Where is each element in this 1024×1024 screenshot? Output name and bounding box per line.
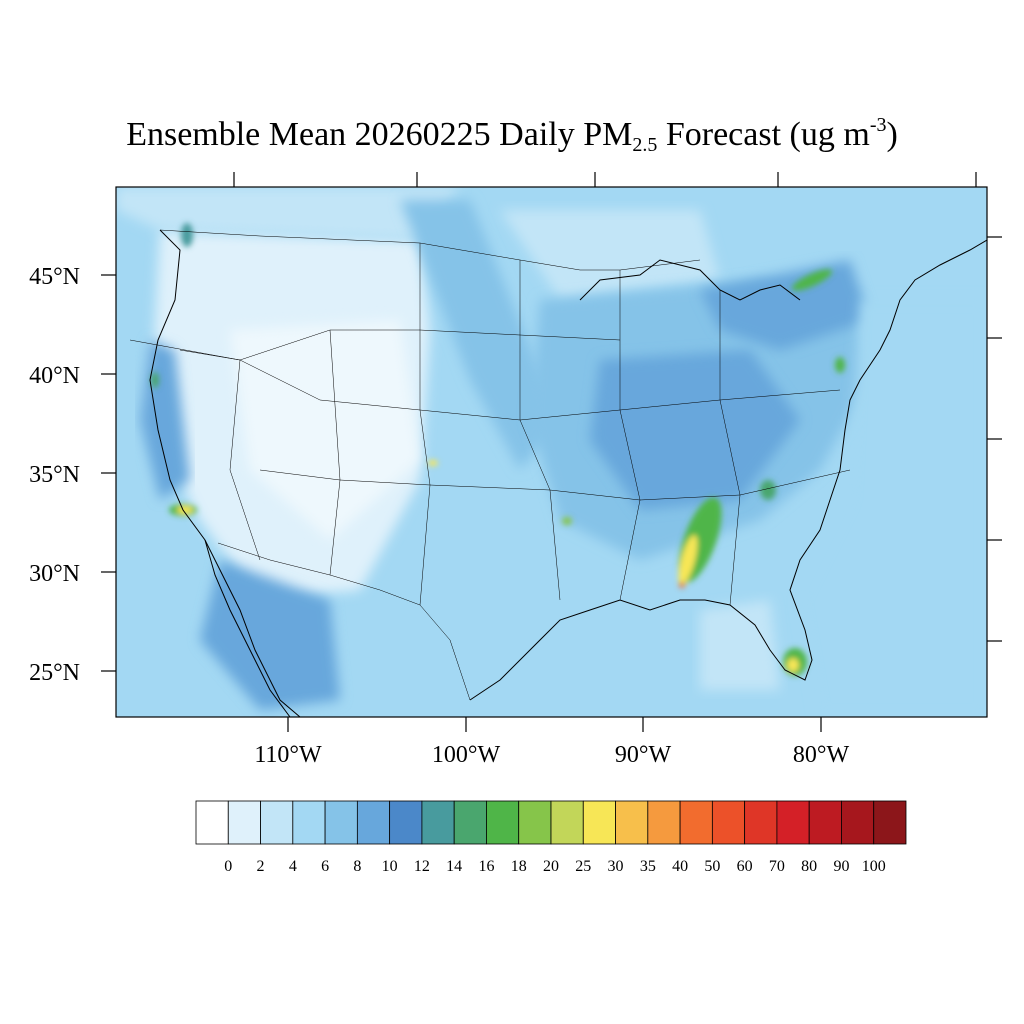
lat-label-30n: 30°N: [29, 561, 80, 587]
colorbar-swatch: [292, 800, 326, 845]
colorbar-swatch: [518, 800, 552, 845]
hotspot-carolina: [760, 480, 776, 500]
colorbar-swatch: [260, 800, 294, 845]
state-line-plains: [419, 243, 431, 606]
hotspots: [151, 223, 845, 676]
colorbar-label: 8: [353, 858, 361, 875]
title-middle: Forecast (ug m: [657, 116, 870, 153]
colorbar-swatch: [421, 800, 455, 845]
colorbar-label: 100: [862, 858, 886, 875]
canada-west-field: [116, 187, 460, 240]
colorbar-swatch: [389, 800, 423, 845]
hotspot-quebec: [791, 269, 833, 291]
state-line-nevada: [229, 359, 261, 561]
lat-label-25n: 25°N: [29, 660, 80, 686]
colorbar: 0 2 4 6 8 10 12 14 16 18 20 25 30 35 40 50 60 70 80 90 100: [195, 800, 907, 875]
hotspot-puget-sound: [181, 223, 193, 247]
colorbar-swatch: [679, 800, 713, 845]
colorbar-swatch: [615, 800, 649, 845]
colorbar-swatch: [227, 800, 261, 845]
plot-title: Ensemble Mean 20260225 Daily PM2.5 Forec…: [0, 112, 1024, 158]
lat-label-45n: 45°N: [29, 264, 80, 290]
colorbar-label: 6: [321, 858, 329, 875]
colorbar-label: 4: [289, 858, 297, 875]
colorbar-label: 90: [833, 858, 849, 875]
concentration-field: [116, 187, 987, 717]
hotspot-la-inner: [177, 506, 193, 514]
colorbar-swatch: [582, 800, 616, 845]
lon-label-110w: 110°W: [254, 742, 322, 768]
map-frame: [115, 186, 988, 718]
hotspot-alabama-inner: [678, 534, 698, 586]
lat-label-35n: 35°N: [29, 462, 80, 488]
hotspot-alabama-peak: [679, 582, 685, 588]
hotspot-new-york: [835, 357, 845, 373]
colorbar-swatch: [356, 800, 391, 845]
colorbar-swatch: [776, 800, 810, 845]
colorbar-label: 2: [257, 858, 265, 875]
colorbar-swatch: [195, 800, 229, 845]
state-line-mississippi: [619, 270, 641, 601]
state-line-midwest: [519, 260, 561, 601]
ohio-valley-region: [590, 350, 800, 510]
gulf-light-patch: [700, 600, 780, 690]
colorbar-label: 0: [224, 858, 232, 875]
colorbar-label: 70: [769, 858, 785, 875]
hotspot-florida-inner: [787, 658, 799, 672]
north-plains-light: [500, 210, 720, 300]
state-line-mountain: [329, 329, 341, 576]
colorbar-swatch: [453, 800, 487, 845]
colorbar-label: 14: [446, 858, 462, 875]
us-mexico-border: [217, 542, 471, 701]
colorbar-swatch: [873, 800, 907, 845]
colorbar-swatch: [808, 800, 842, 845]
colorbar-label: 30: [608, 858, 624, 875]
west-coast-line: [149, 229, 301, 717]
title-prefix: Ensemble Mean 20260225 Daily PM: [126, 116, 633, 153]
longitude-labels: 110°W 100°W 90°W 80°W: [254, 742, 849, 768]
lon-label-80w: 80°W: [793, 742, 850, 768]
colorbar-label: 18: [511, 858, 527, 875]
lon-label-90w: 90°W: [615, 742, 672, 768]
state-line-mid: [179, 349, 841, 421]
colorbar-label: 25: [575, 858, 591, 875]
borders: [129, 229, 851, 701]
colorbar-label: 40: [672, 858, 688, 875]
great-lakes-region: [700, 260, 870, 350]
colorbar-swatch: [647, 800, 681, 845]
colorbar-label: 60: [737, 858, 753, 875]
colorbar-swatch: [744, 800, 778, 845]
colorbar-swatch: [711, 800, 746, 845]
baja-region: [200, 560, 340, 710]
colorbar-label: 10: [382, 858, 398, 875]
colorbar-label: 20: [543, 858, 559, 875]
colorbar-swatch: [324, 800, 358, 845]
colorbar-label: 80: [801, 858, 817, 875]
state-line-north: [129, 329, 621, 361]
title-suffix: ): [886, 116, 898, 153]
lon-label-100w: 100°W: [432, 742, 501, 768]
latitude-labels: 45°N 40°N 35°N 30°N 25°N: [29, 264, 80, 686]
baja-coast-line: [204, 539, 291, 717]
colorbar-label: 12: [414, 858, 430, 875]
colorbar-label: 50: [704, 858, 720, 875]
title-superscript: -3: [869, 114, 887, 136]
colorbar-label: 35: [640, 858, 656, 875]
hotspot-norcal: [151, 372, 159, 388]
hotspot-arkansas: [562, 517, 572, 525]
title-subscript: 2.5: [632, 134, 658, 156]
frame-ticks: [101, 172, 1002, 732]
state-line-appalachia: [719, 290, 741, 606]
colorbar-label: 16: [478, 858, 494, 875]
colorbar-swatch: [841, 800, 875, 845]
lat-label-40n: 40°N: [29, 363, 80, 389]
hotspot-texas-panhandle: [428, 460, 438, 466]
colorbar-swatch: [486, 800, 520, 845]
great-basin-cleanest: [230, 320, 420, 540]
colorbar-swatch: [550, 800, 584, 845]
atlantic-field: [800, 300, 987, 717]
